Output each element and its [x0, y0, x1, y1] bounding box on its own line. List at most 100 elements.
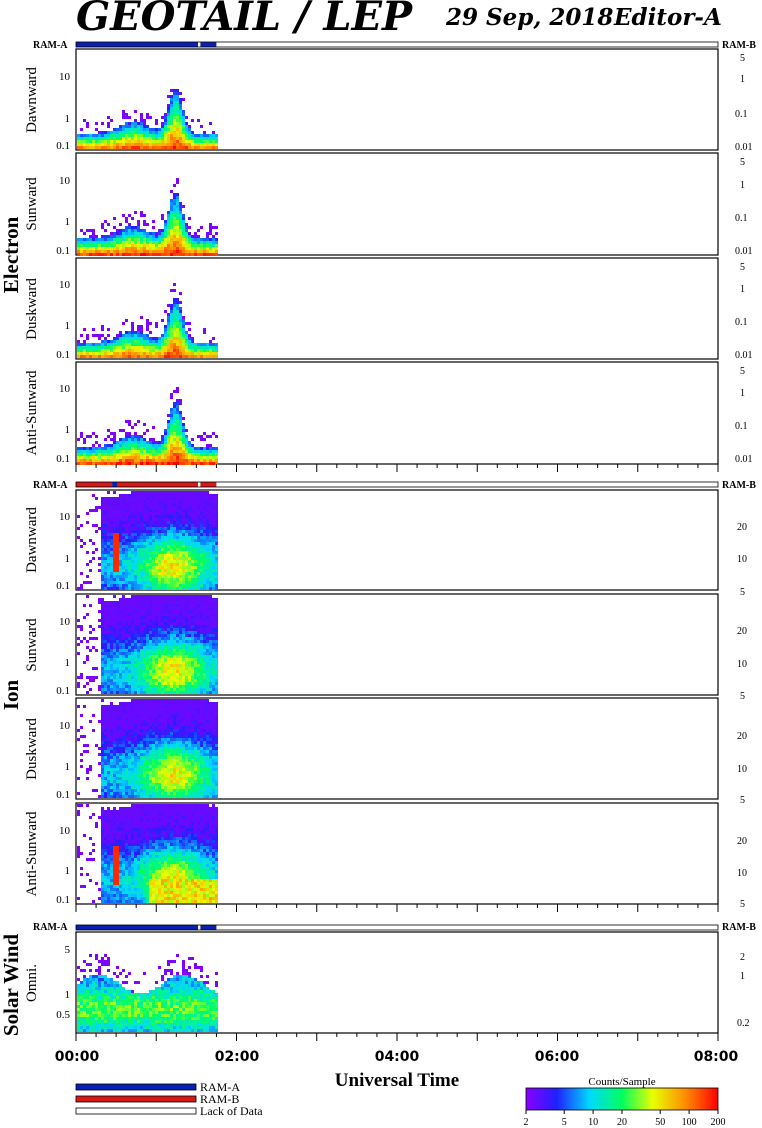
- spectro-cell-6-408: [134, 774, 137, 777]
- spectro-cell-1-316: [173, 199, 176, 202]
- spectro-cell-2-77: [110, 346, 113, 349]
- spectro-cell-6-75: [104, 732, 107, 735]
- spectro-cell-2-53: [101, 334, 104, 337]
- spectro-cell-2-314: [176, 319, 179, 322]
- spectro-cell-5-248: [119, 622, 122, 625]
- spectro-cell-0-383: [197, 137, 200, 140]
- spectro-cell-2-301: [173, 340, 176, 343]
- spectro-cell-6-151: [110, 771, 113, 774]
- spectro-cell-4-496: [143, 515, 146, 518]
- spectro-cell-5-1317: [215, 673, 218, 676]
- spectro-cell-4-1122: [200, 512, 203, 515]
- spectro-cell-4-1305: [215, 575, 218, 578]
- spectro-cell-4-1252: [212, 512, 215, 515]
- spectro-cell-5-378: [131, 622, 134, 625]
- spectro-cell-4-350: [128, 572, 131, 575]
- spectro-cell-6-256: [122, 708, 125, 711]
- spectro-cell-6-204: [116, 744, 119, 747]
- spectro-cell-5-8: [80, 625, 83, 628]
- spectro-cell-5-501: [143, 595, 146, 598]
- spectro-cell-4-1248: [212, 500, 215, 503]
- spectro-cell-4-392: [134, 500, 137, 503]
- spectro-cell-5-477: [140, 622, 143, 625]
- spectro-cell-6-340: [128, 768, 131, 771]
- spectro-cell-0-30: [92, 137, 95, 140]
- spectro-cell-2-81: [113, 337, 116, 340]
- spectro-cell-0-292: [173, 128, 176, 131]
- spectro-cell-4-595: [152, 515, 155, 518]
- spectro-cell-5-23: [86, 658, 89, 661]
- spectro-cell-5-992: [185, 682, 188, 685]
- spectro-cell-4-161: [110, 578, 113, 581]
- spectro-cell-4-891: [179, 512, 182, 515]
- spectro-cell-5-1274: [212, 640, 215, 643]
- spectro-cell-5-186: [113, 625, 116, 628]
- spectro-cell-3-193: [140, 444, 143, 447]
- spectro-cell-6-11: [83, 705, 86, 708]
- spectro-cell-4-288: [122, 578, 125, 581]
- spectro-cell-4-189: [113, 566, 116, 569]
- spectro-cell-6-77: [104, 738, 107, 741]
- spectro-cell-5-739: [164, 616, 167, 619]
- spectro-cell-4-137: [110, 506, 113, 509]
- spectro-cell-6-412: [134, 786, 137, 789]
- spectro-cell-0-76: [113, 128, 116, 131]
- spectro-cell-1-439: [200, 247, 203, 250]
- spectro-cell-5-794: [167, 682, 170, 685]
- spectro-cell-4-940: [182, 560, 185, 563]
- spectro-cell-4-1222: [209, 518, 212, 521]
- spectro-cell-3-303: [170, 432, 173, 435]
- spectro-cell-4-632: [155, 527, 158, 530]
- spectro-cell-3-4: [77, 456, 80, 459]
- spectro-cell-4-397: [134, 515, 137, 518]
- spectro-cell-1-105: [116, 241, 119, 244]
- spectro-cell-4-1078: [194, 578, 197, 581]
- spectro-cell-1-244: [155, 250, 158, 253]
- spectro-cell-5-1240: [209, 634, 212, 637]
- spectro-cell-4-944: [182, 572, 185, 575]
- spectro-cell-3-149: [128, 444, 131, 447]
- spectro-cell-5-445: [137, 625, 140, 628]
- spectro-cell-6-305: [125, 759, 128, 762]
- spectro-cell-1-57: [101, 223, 104, 226]
- spectro-cell-1-361: [179, 211, 182, 214]
- spectro-cell-5-783: [167, 649, 170, 652]
- spectro-cell-0-179: [143, 143, 146, 146]
- spectro-cell-2-305: [173, 352, 176, 355]
- spectro-cell-6-376: [131, 777, 134, 780]
- spectro-cell-4-1244: [209, 584, 212, 587]
- spectro-cell-5-796: [167, 688, 170, 691]
- spectro-cell-1-128: [122, 250, 125, 253]
- spectro-cell-3-79: [107, 453, 110, 456]
- spectro-cell-5-877: [176, 634, 179, 637]
- spectro-cell-5-1230: [209, 604, 212, 607]
- spectro-cell-6-354: [131, 711, 134, 714]
- spectro-cell-4-404: [134, 536, 137, 539]
- spectro-cell-2-15: [83, 346, 86, 349]
- spectro-cell-1-443: [203, 241, 206, 244]
- spectro-cell-2-20: [86, 337, 89, 340]
- spectro-cell-4-1177: [203, 578, 206, 581]
- spectro-cell-4-1267: [212, 557, 215, 560]
- spectro-cell-5-894: [176, 685, 179, 688]
- spectro-cell-1-175: [134, 253, 137, 256]
- spectro-cell-4-333: [128, 521, 131, 524]
- spectro-cell-5-284: [122, 631, 125, 634]
- spectro-cell-4-1144: [200, 578, 203, 581]
- spectro-cell-4-1230: [209, 542, 212, 545]
- spectro-cell-6-264: [122, 732, 125, 735]
- spectro-cell-2-47: [98, 346, 101, 349]
- spectro-cell-5-268: [119, 682, 122, 685]
- spectro-cell-4-299: [125, 515, 128, 518]
- spectro-cell-5-97: [104, 640, 107, 643]
- spectro-cell-2-351: [182, 331, 185, 334]
- spectro-cell-0-55: [104, 134, 107, 137]
- spectro-cell-2-356: [182, 346, 185, 349]
- spectro-cell-4-298: [125, 512, 128, 515]
- spectro-cell-4-207: [116, 527, 119, 530]
- spectro-cell-0-395: [203, 137, 206, 140]
- spectro-cell-5-1183: [203, 661, 206, 664]
- spectro-cell-3-310: [170, 453, 173, 456]
- spectro-cell-3-192: [140, 441, 143, 444]
- spectro-cell-2-161: [137, 346, 140, 349]
